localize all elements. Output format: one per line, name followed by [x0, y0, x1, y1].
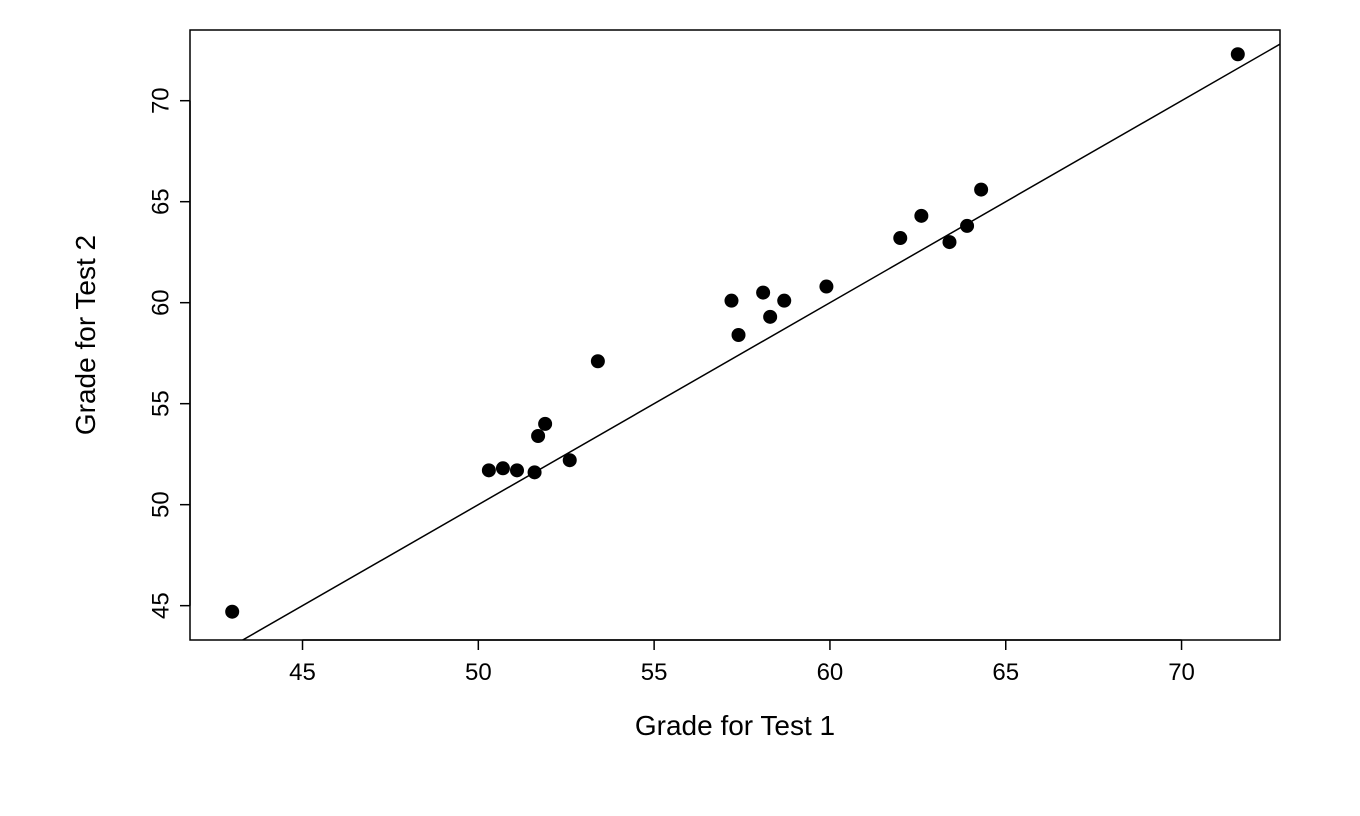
- chart-svg: 45 50 55 60 65 70 45 50 55 60 65 70 Grade for Test 1…: [0, 0, 1360, 816]
- data-point: [1231, 47, 1245, 61]
- data-point: [563, 453, 577, 467]
- y-tick-label: 60: [147, 289, 174, 316]
- data-point: [960, 219, 974, 233]
- data-point: [777, 294, 791, 308]
- data-point: [591, 354, 605, 368]
- y-tick-label: 45: [147, 592, 174, 619]
- y-tick-label: 70: [147, 87, 174, 114]
- data-point: [914, 209, 928, 223]
- data-point: [510, 463, 524, 477]
- x-tick-label: 60: [817, 659, 844, 686]
- data-point: [942, 235, 956, 249]
- y-tick-label: 50: [147, 491, 174, 518]
- data-point: [819, 280, 833, 294]
- x-tick-label: 50: [465, 659, 492, 686]
- data-point: [974, 183, 988, 197]
- x-tick-label: 55: [641, 659, 668, 686]
- x-tick-label: 70: [1168, 659, 1195, 686]
- data-point: [893, 231, 907, 245]
- y-axis-label: Grade for Test 2: [70, 235, 101, 435]
- x-tick-label: 45: [289, 659, 316, 686]
- data-point: [531, 429, 545, 443]
- data-point: [732, 328, 746, 342]
- data-point: [496, 461, 510, 475]
- data-point: [763, 310, 777, 324]
- data-point: [528, 465, 542, 479]
- x-tick-label: 65: [992, 659, 1019, 686]
- data-point: [225, 605, 239, 619]
- scatter-chart: 45 50 55 60 65 70 45 50 55 60 65 70 Grade for Test 1…: [0, 0, 1360, 816]
- y-tick-label: 65: [147, 188, 174, 215]
- data-point: [538, 417, 552, 431]
- data-point: [482, 463, 496, 477]
- chart-bg: [0, 0, 1360, 816]
- y-tick-label: 55: [147, 390, 174, 417]
- data-point: [756, 286, 770, 300]
- x-axis-label: Grade for Test 1: [635, 710, 835, 741]
- data-point: [724, 294, 738, 308]
